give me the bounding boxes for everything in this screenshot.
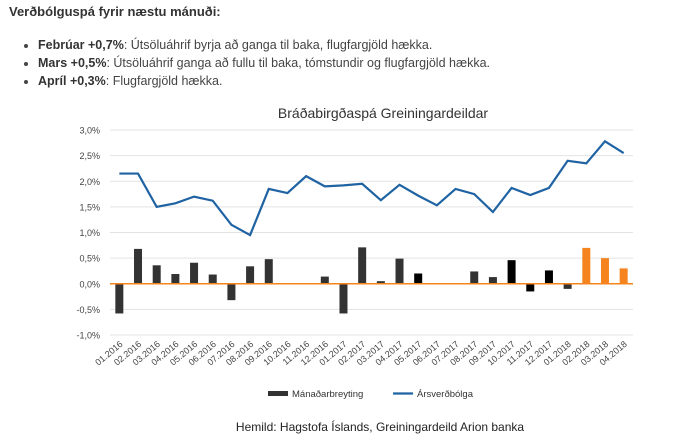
bar (376, 281, 385, 284)
line-arsverdbolga (119, 139, 625, 237)
item-text: : Útsöluáhrif byrja að ganga til baka, f… (123, 38, 433, 52)
bar (619, 268, 628, 284)
bar (320, 276, 329, 284)
bar (414, 273, 423, 284)
bar (582, 247, 591, 284)
list-item: Febrúar +0,7%: Útsöluáhrif byrja að gang… (38, 36, 490, 54)
bar (526, 283, 535, 292)
month-label: Apríl +0,3% (38, 74, 106, 88)
bar (246, 266, 255, 284)
list-item: Apríl +0,3%: Flugfargjöld hækka. (38, 72, 490, 90)
y-tick-label: 2,0% (79, 177, 100, 187)
bar (115, 283, 124, 314)
bar (358, 247, 367, 284)
y-tick-label: -1,0% (76, 331, 100, 341)
bar (395, 258, 404, 284)
bar (208, 274, 217, 284)
bar (264, 259, 273, 284)
item-text: : Flugfargjöld hækka. (105, 74, 223, 88)
bar (600, 258, 609, 284)
y-tick-label: 0,0% (79, 279, 100, 289)
bar (507, 260, 516, 284)
bar (134, 248, 143, 284)
bar (563, 283, 572, 289)
y-tick-label: 1,5% (79, 202, 100, 212)
legend-line-label: Ársverðbólga (417, 389, 474, 400)
bar (339, 283, 348, 314)
bar (544, 270, 553, 284)
list-item: Mars +0,5%: Útsöluáhrif ganga að fullu t… (38, 54, 490, 72)
bar (227, 283, 236, 301)
y-tick-label: 2,5% (79, 151, 100, 161)
y-tick-label: 3,0% (79, 126, 100, 136)
bar (190, 262, 199, 284)
chart-title: Bráðabirgðaspá Greiningardeildar (278, 105, 488, 121)
forecast-list: Febrúar +0,7%: Útsöluáhrif byrja að gang… (22, 36, 490, 90)
month-label: Febrúar +0,7% (38, 38, 124, 52)
heading: Verðbólguspá fyrir næstu mánuði: (9, 4, 221, 19)
item-text: : Útsöluáhrif ganga að fullu til baka, t… (106, 56, 491, 70)
bar (470, 271, 479, 284)
y-tick-label: 0,5% (79, 254, 100, 264)
source-note: Hemild: Hagstofa Íslands, Greiningardeil… (235, 420, 525, 434)
month-label: Mars +0,5% (38, 56, 107, 70)
y-tick-label: 1,0% (79, 228, 100, 238)
bar (488, 277, 497, 284)
legend-bar-label: Mánaðarbreyting (292, 389, 363, 400)
bar (171, 274, 180, 284)
bar (152, 265, 161, 284)
y-tick-label: -0,5% (76, 305, 100, 315)
legend-bar-swatch (268, 391, 288, 396)
